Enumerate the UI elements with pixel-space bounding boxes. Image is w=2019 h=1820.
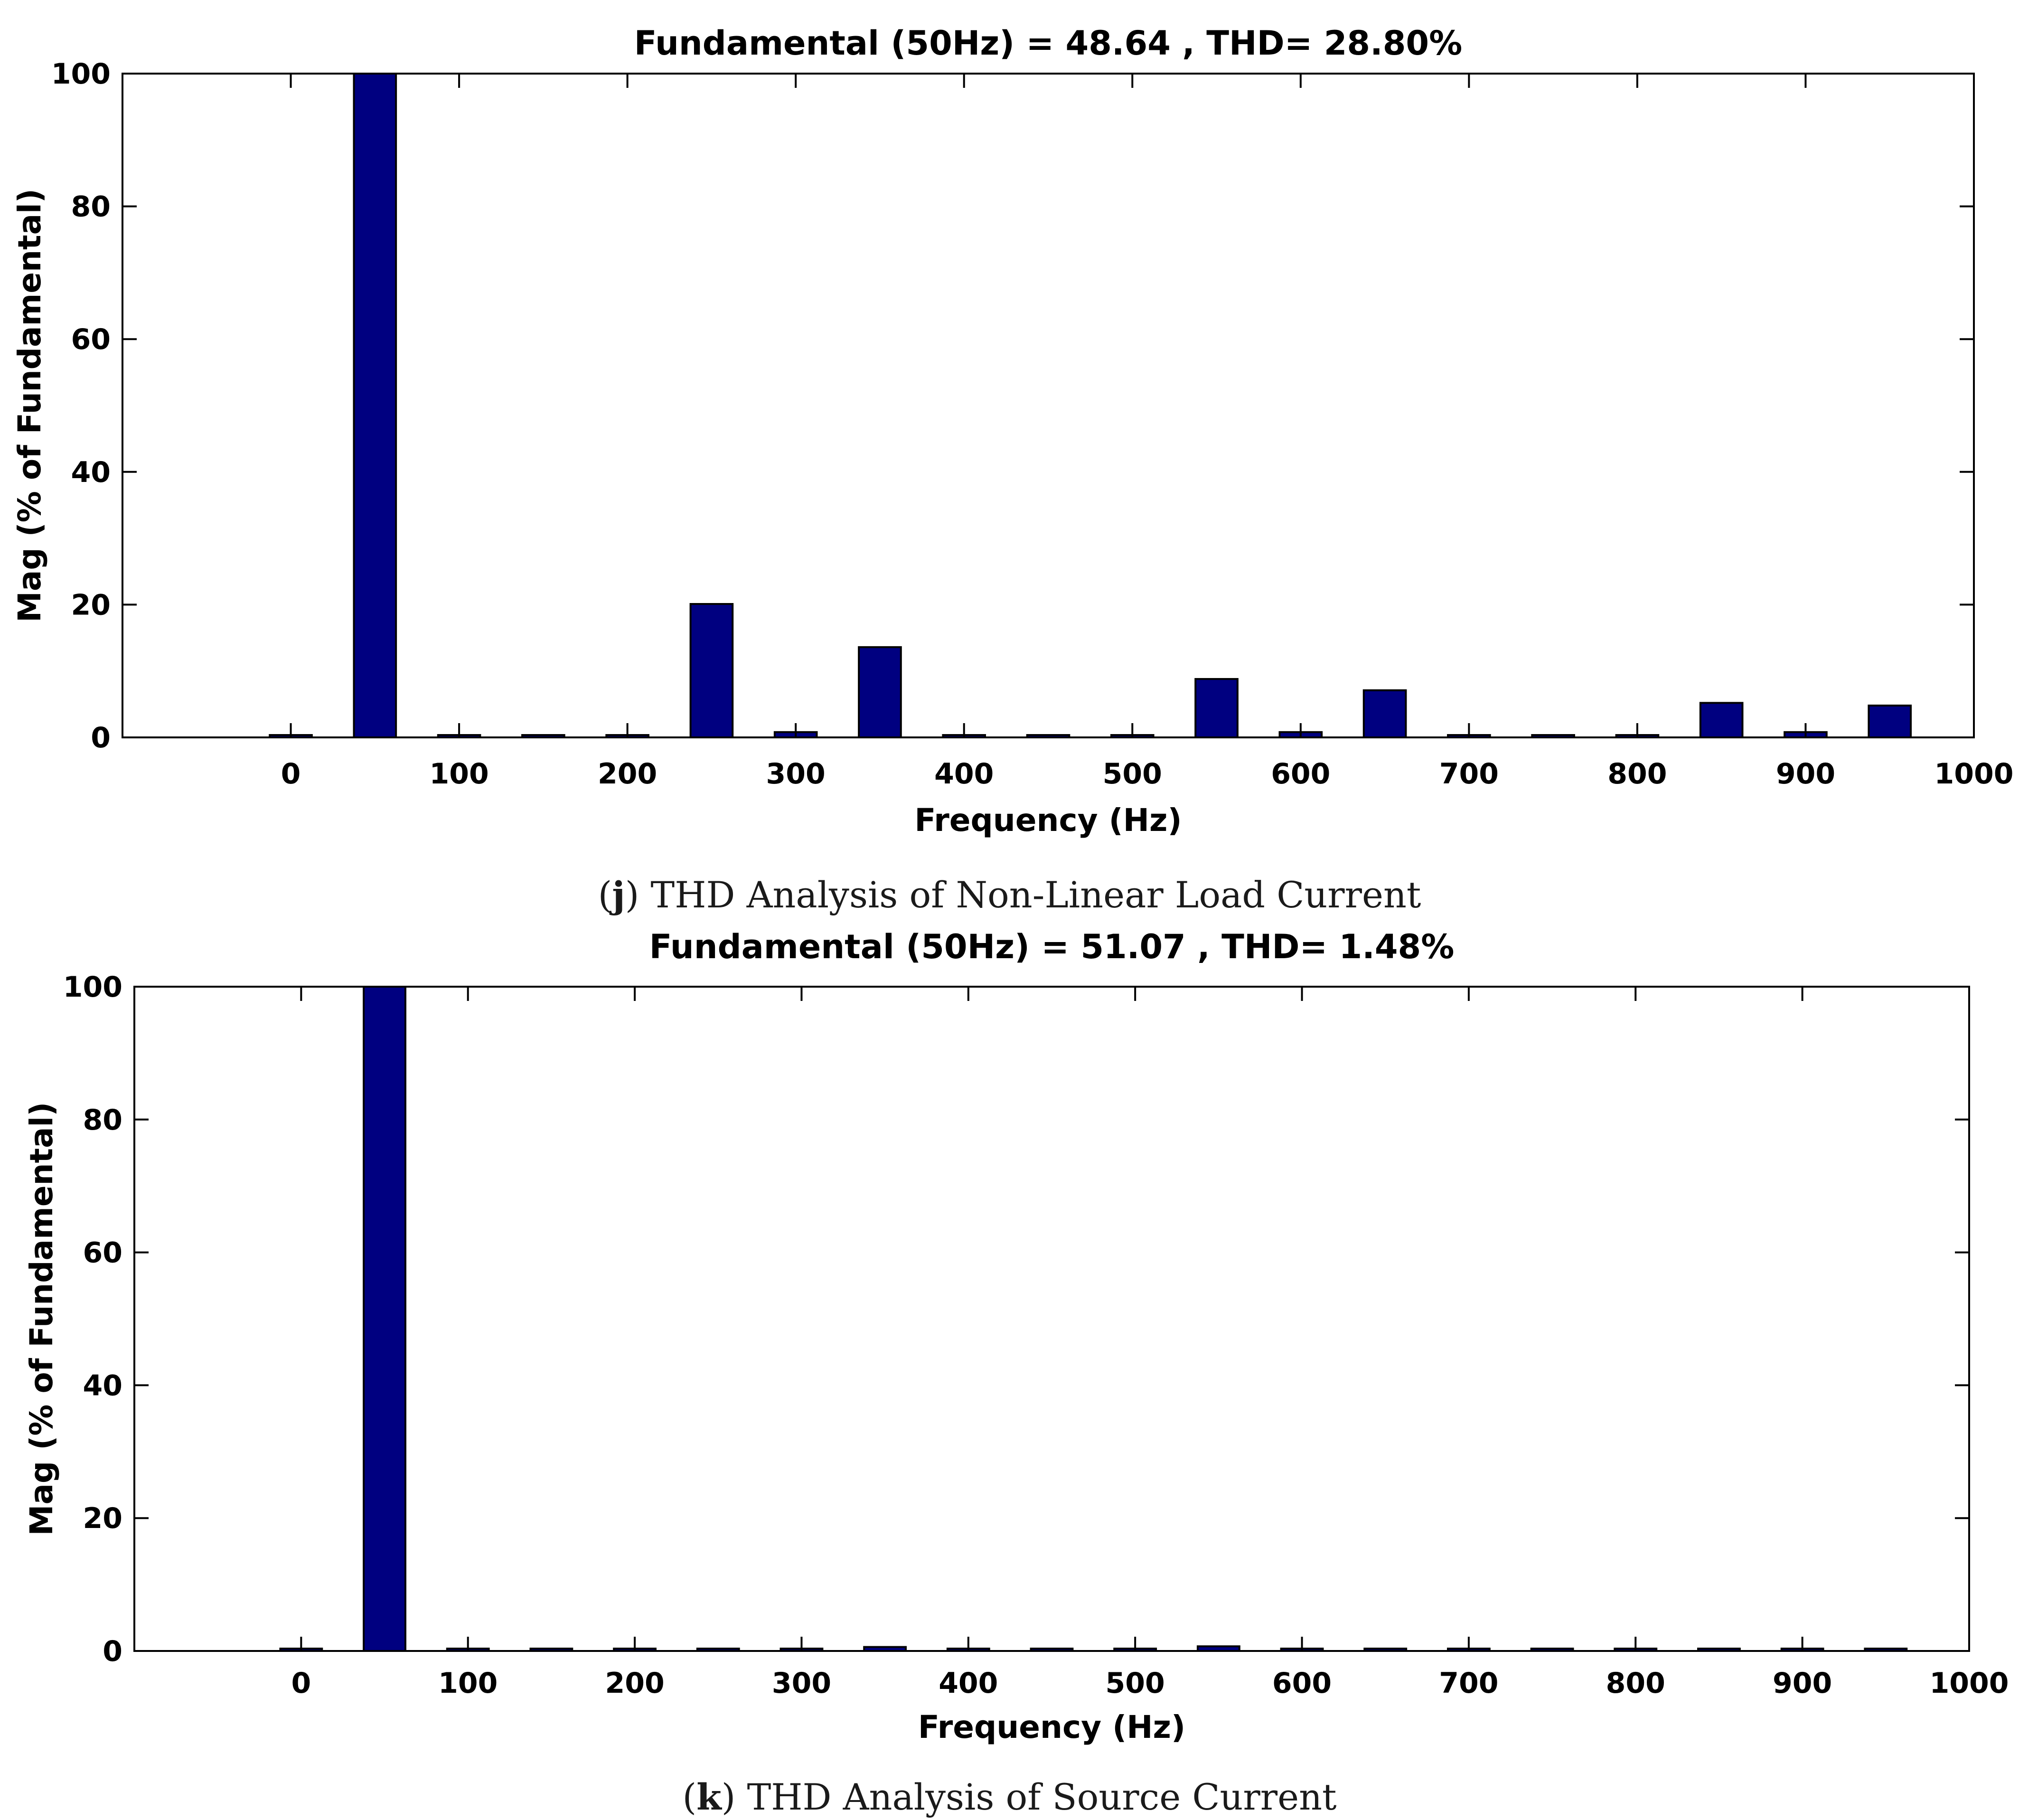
chart-k-xtick-label: 100 <box>438 1667 498 1700</box>
chart-j-xtick-label: 700 <box>1439 757 1499 791</box>
chart-j-bar-950hz <box>1868 704 1912 738</box>
chart-k-ytick-label: 0 <box>103 1635 122 1668</box>
chart-j-ytick-label: 0 <box>91 721 111 754</box>
chart-j-xtick-label: 600 <box>1271 757 1330 791</box>
chart-j-title: Fundamental (50Hz) = 48.64 , THD= 28.80% <box>634 24 1463 63</box>
chart-k-xtick-label: 900 <box>1773 1667 1832 1700</box>
caption-k-letter: k <box>696 1776 722 1818</box>
chart-j-ytick-label: 100 <box>51 57 111 91</box>
chart-k-x-axis-label: Frequency (Hz) <box>918 1709 1185 1745</box>
chart-k-y-axis-label: Mag (% of Fundamental) <box>23 1102 60 1536</box>
caption-k: (k) THD Analysis of Source Current <box>682 1776 1337 1818</box>
chart-k-xtick-label: 800 <box>1606 1667 1665 1700</box>
figure-k: Fundamental (50Hz) = 51.07 , THD= 1.48% 0… <box>0 902 2019 1820</box>
chart-j-ytick-label: 40 <box>71 456 111 489</box>
chart-k-xtick-label: 300 <box>772 1667 831 1700</box>
caption-k-text: THD Analysis of Source Current <box>747 1776 1337 1818</box>
chart-k-xtick-label: 0 <box>291 1667 311 1700</box>
chart-j-xtick-label: 900 <box>1776 757 1835 791</box>
chart-k-bar-50hz <box>363 986 406 1652</box>
chart-j-xtick-label: 0 <box>281 757 301 791</box>
chart-j-bar-550hz <box>1194 678 1239 738</box>
chart-j-ytick-label: 20 <box>71 588 111 622</box>
caption-j-text: THD Analysis of Non-Linear Load Current <box>650 874 1421 916</box>
chart-j-bar-650hz <box>1362 689 1407 738</box>
chart-j-xtick-label: 400 <box>934 757 994 791</box>
chart-j-ytick-label: 60 <box>71 323 111 356</box>
chart-k-ytick-label: 20 <box>83 1502 123 1535</box>
chart-k-xtick-label: 1000 <box>1930 1667 2009 1700</box>
chart-k-xtick-label: 400 <box>939 1667 998 1700</box>
chart-j-bar-250hz <box>689 603 734 738</box>
chart-j-bar-850hz <box>1699 702 1744 738</box>
chart-j-xtick-label: 800 <box>1607 757 1667 791</box>
chart-j-xtick-label: 100 <box>429 757 488 791</box>
thd-chart-k: Fundamental (50Hz) = 51.07 , THD= 1.48% 0… <box>23 927 2009 1745</box>
chart-j-xtick-label: 300 <box>766 757 826 791</box>
chart-j-xtick-label: 200 <box>598 757 657 791</box>
thd-chart-j: Fundamental (50Hz) = 48.64 , THD= 28.80%… <box>11 24 2014 839</box>
chart-j-xtick-label: 1000 <box>1934 757 2014 791</box>
chart-k-ytick-label: 40 <box>83 1369 123 1402</box>
chart-j-plot-frame <box>122 73 1975 738</box>
chart-k-title: Fundamental (50Hz) = 51.07 , THD= 1.48% <box>649 927 1455 966</box>
chart-k-xtick-label: 600 <box>1272 1667 1332 1700</box>
chart-k-ytick-label: 100 <box>63 971 122 1004</box>
figure-j: Fundamental (50Hz) = 48.64 , THD= 28.80%… <box>0 0 2019 916</box>
chart-j-bar-350hz <box>858 646 902 738</box>
chart-j-xtick-label: 500 <box>1103 757 1162 791</box>
chart-k-plot-frame <box>133 986 1970 1652</box>
chart-k-xtick-label: 700 <box>1439 1667 1498 1700</box>
caption-j-letter: j <box>612 874 625 916</box>
chart-j-ytick-label: 80 <box>71 190 111 224</box>
chart-k-ytick-label: 80 <box>83 1103 123 1137</box>
chart-k-ytick-label: 60 <box>83 1236 123 1270</box>
chart-j-y-axis-label: Mag (% of Fundamental) <box>11 189 48 622</box>
chart-k-xtick-label: 200 <box>605 1667 664 1700</box>
chart-k-xtick-label: 500 <box>1106 1667 1165 1700</box>
chart-j-x-axis-label: Frequency (Hz) <box>914 802 1182 839</box>
caption-j: (j) THD Analysis of Non-Linear Load Curr… <box>598 874 1421 916</box>
chart-j-bar-50hz <box>353 73 397 738</box>
